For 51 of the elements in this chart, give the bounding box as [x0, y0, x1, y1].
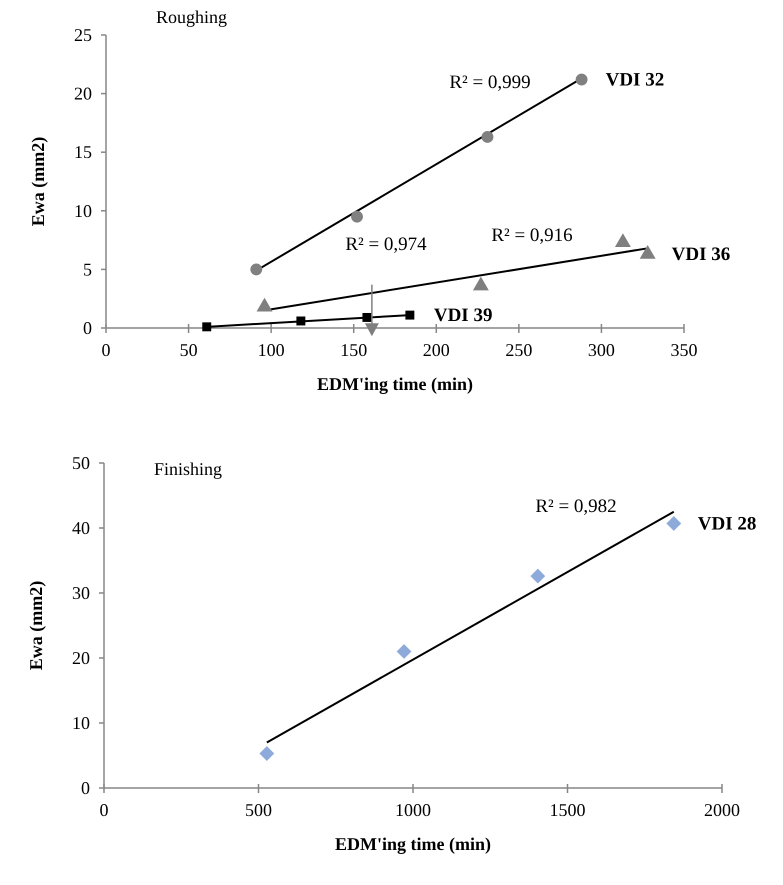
x-axis-title: EDM'ing time (min): [335, 834, 491, 854]
series-label: VDI 32: [606, 70, 664, 91]
x-axis-title: EDM'ing time (min): [317, 374, 473, 394]
y-tick-label: 20: [72, 648, 90, 668]
y-tick-label: 15: [74, 142, 92, 162]
annotation: R² = 0,974: [345, 234, 428, 255]
x-tick-label: 500: [245, 800, 272, 820]
point: [405, 310, 414, 320]
x-tick-label: 0: [100, 800, 108, 820]
series-label: VDI 39: [434, 305, 492, 326]
y-tick-label: 10: [72, 713, 90, 733]
y-axis-title: Ewa (mm2): [26, 580, 46, 670]
chart-title: Roughing: [156, 7, 228, 27]
x-tick-label: 150: [340, 340, 368, 360]
x-tick-label: 250: [505, 340, 532, 360]
x-tick-label: 0: [102, 340, 110, 360]
annotation: R² = 0,916: [491, 225, 573, 246]
point: [482, 131, 494, 143]
point: [202, 322, 212, 332]
point: [666, 516, 682, 531]
y-axis-title: Ewa (mm2): [28, 136, 48, 226]
point: [576, 74, 588, 86]
x-tick-label: 50: [180, 340, 198, 360]
y-tick-label: 0: [83, 318, 92, 338]
point: [351, 210, 363, 223]
x-tick-label: 1000: [395, 800, 431, 820]
series-label: VDI 36: [672, 244, 730, 266]
x-tick-label: 100: [258, 340, 285, 360]
point: [362, 312, 372, 322]
y-tick-label: 10: [74, 200, 92, 221]
point: [530, 568, 546, 584]
chart-title: Finishing: [154, 459, 222, 479]
y-tick-label: 30: [72, 583, 90, 603]
x-tick-label: 300: [588, 340, 615, 360]
y-tick-label: 5: [83, 259, 92, 280]
series-label: VDI 28: [698, 513, 756, 534]
annotation: R² = 0,999: [449, 72, 531, 93]
y-tick-label: 40: [72, 518, 90, 538]
x-tick-label: 1500: [550, 800, 586, 820]
y-tick-label: 0: [81, 778, 90, 798]
point: [250, 263, 262, 276]
x-tick-label: 200: [422, 340, 450, 360]
y-tick-label: 50: [72, 453, 90, 473]
x-tick-label: 350: [670, 340, 698, 360]
x-tick-label: 2000: [704, 800, 740, 820]
point: [296, 316, 306, 326]
y-tick-label: 25: [74, 25, 92, 45]
point: [396, 644, 412, 659]
point: [259, 746, 274, 761]
annotation: R² = 0,982: [535, 496, 617, 517]
y-tick-label: 20: [74, 84, 92, 104]
